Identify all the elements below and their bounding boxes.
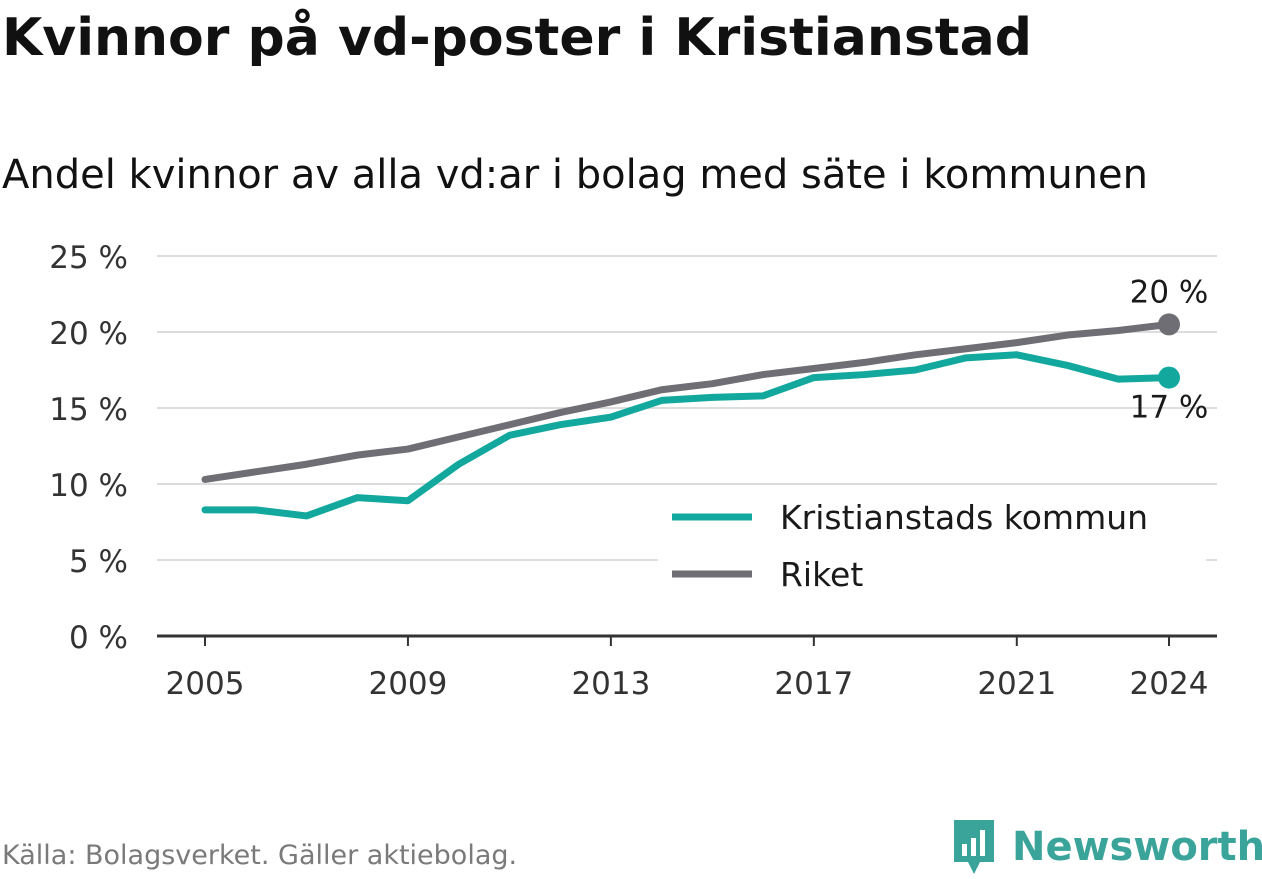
x-tick-label: 2009 (368, 666, 447, 702)
end-label-kommun: 17 % (1130, 390, 1209, 426)
x-tick-label: 2021 (977, 666, 1056, 702)
y-tick-label: 15 % (49, 392, 128, 428)
end-point-kommun (1158, 366, 1180, 389)
legend-label: Riket (780, 555, 863, 594)
brand-logo: Newsworthy (950, 818, 1262, 876)
end-labels: 20 % 17 % (1130, 274, 1209, 425)
x-tick-label: 2024 (1130, 666, 1209, 702)
y-tick-label: 10 % (49, 468, 128, 504)
x-tick-label: 2005 (166, 666, 245, 702)
x-axis-tick-labels: 2005 2009 2013 2017 2021 2024 (166, 636, 1209, 702)
source-note: Källa: Bolagsverket. Gäller aktiebolag. (2, 840, 518, 871)
y-tick-label: 25 % (49, 240, 128, 276)
end-point-riket (1158, 313, 1180, 336)
x-tick-label: 2013 (571, 666, 650, 702)
x-tick-label: 2017 (774, 666, 853, 702)
y-axis-tick-labels: 0 % 5 % 10 % 15 % 20 % 25 % (49, 240, 128, 656)
y-tick-label: 0 % (69, 620, 128, 656)
y-tick-label: 20 % (49, 316, 128, 352)
chart-subtitle: Andel kvinnor av alla vd:ar i bolag med … (2, 152, 1148, 198)
legend-background (658, 487, 1206, 603)
end-label-riket: 20 % (1130, 274, 1209, 310)
series-line-riket (201, 320, 1173, 483)
legend-label: Kristianstads kommun (780, 498, 1148, 537)
chart-title: Kvinnor på vd-poster i Kristianstad (2, 8, 1032, 68)
newsworthy-logo-icon (954, 820, 994, 874)
y-tick-label: 5 % (69, 544, 128, 580)
series-lines (201, 313, 1180, 520)
series-line-kommun (201, 351, 1173, 520)
legend: Kristianstads kommun Riket (658, 487, 1206, 603)
brand-name: Newsworthy (1012, 824, 1262, 870)
